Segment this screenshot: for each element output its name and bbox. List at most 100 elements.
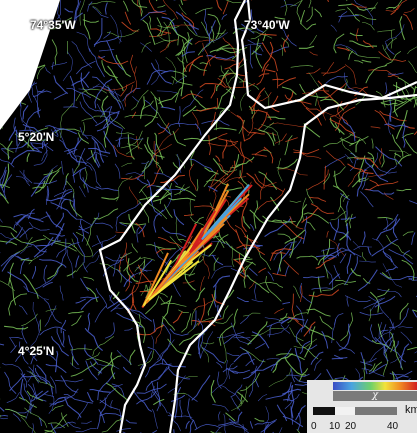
river-segment — [287, 316, 304, 327]
river-segment — [344, 295, 371, 302]
river-segment — [144, 160, 149, 180]
river-segment — [157, 247, 164, 254]
river-segment — [89, 361, 103, 374]
river-segment — [276, 404, 288, 422]
river-segment — [34, 374, 53, 395]
river-segment — [243, 43, 264, 47]
river-segment — [317, 276, 322, 293]
river-segment — [268, 369, 292, 388]
river-segment — [179, 184, 185, 195]
river-segment — [179, 399, 183, 418]
river-segment — [23, 285, 49, 300]
river-segment — [301, 197, 307, 222]
river-segment — [135, 176, 171, 192]
river-segment — [349, 213, 353, 229]
river-segment — [267, 271, 274, 281]
river-segment — [121, 174, 145, 180]
river-segment — [388, 248, 414, 265]
river-segment — [125, 419, 137, 424]
river-segment — [92, 336, 114, 356]
river-segment — [274, 16, 286, 20]
river-segment — [273, 241, 297, 261]
river-segment — [233, 336, 253, 343]
river-segment — [218, 421, 238, 426]
river-segment — [269, 324, 273, 338]
river-segment — [34, 180, 46, 194]
river-segment — [189, 163, 197, 191]
river-segment — [384, 123, 409, 128]
river-segment — [381, 154, 385, 168]
river-segment — [191, 375, 211, 401]
river-segment — [55, 379, 84, 383]
river-segment — [160, 70, 175, 75]
river-segment — [124, 11, 132, 25]
river-segment — [290, 65, 314, 68]
river-segment — [172, 130, 186, 147]
river-segment — [36, 390, 49, 400]
river-segment — [319, 316, 333, 330]
river-segment — [368, 363, 388, 375]
river-segment — [136, 226, 140, 243]
river-segment — [66, 180, 75, 198]
river-segment — [217, 305, 222, 318]
river-segment — [381, 272, 392, 279]
river-segment — [138, 0, 143, 17]
river-segment — [124, 114, 158, 119]
river-segment — [0, 239, 18, 246]
river-segment — [79, 169, 89, 193]
river-segment — [334, 354, 348, 359]
river-segment — [174, 386, 182, 419]
river-segment — [145, 244, 176, 250]
river-segment — [88, 0, 116, 5]
river-segment — [412, 309, 417, 319]
river-segment — [60, 198, 67, 210]
basin-boundary-line — [240, 0, 417, 110]
river-segment — [56, 189, 67, 210]
river-segment — [50, 376, 57, 394]
river-segment — [322, 249, 329, 279]
river-segment — [18, 305, 28, 315]
river-segment — [254, 283, 257, 300]
river-segment — [136, 390, 157, 405]
river-segment — [213, 423, 235, 433]
river-segment — [265, 276, 282, 302]
river-segment — [315, 256, 335, 269]
river-segment — [262, 149, 272, 154]
river-segment — [123, 256, 141, 272]
river-segment — [233, 352, 250, 363]
river-segment — [166, 24, 195, 28]
river-segment — [206, 54, 235, 60]
river-segment — [344, 216, 350, 223]
river-segment — [355, 139, 361, 153]
river-segment — [156, 90, 178, 94]
river-segment — [309, 34, 317, 46]
river-segment — [354, 60, 364, 64]
river-segment — [374, 295, 396, 308]
river-segment — [217, 371, 222, 389]
river-segment — [332, 166, 346, 177]
river-segment — [175, 32, 190, 57]
river-segment — [37, 89, 45, 93]
river-segment — [104, 116, 122, 129]
river-segment — [329, 239, 345, 257]
river-segment — [181, 93, 203, 100]
river-segment — [209, 20, 216, 43]
river-segment — [359, 311, 383, 316]
river-segment — [23, 215, 51, 220]
river-segment — [407, 46, 417, 55]
river-segment — [21, 326, 28, 344]
river-segment — [59, 285, 64, 301]
river-segment — [57, 232, 62, 241]
river-segment — [159, 182, 172, 205]
river-segment — [22, 123, 44, 136]
river-segment — [221, 160, 236, 184]
river-segment — [33, 236, 54, 258]
river-segment — [255, 343, 266, 350]
river-segment — [233, 156, 255, 170]
river-segment — [0, 166, 7, 200]
river-segment — [344, 72, 361, 93]
river-segment — [97, 355, 122, 374]
river-segment — [290, 0, 317, 7]
river-segment — [187, 394, 198, 402]
river-segment — [286, 373, 310, 378]
